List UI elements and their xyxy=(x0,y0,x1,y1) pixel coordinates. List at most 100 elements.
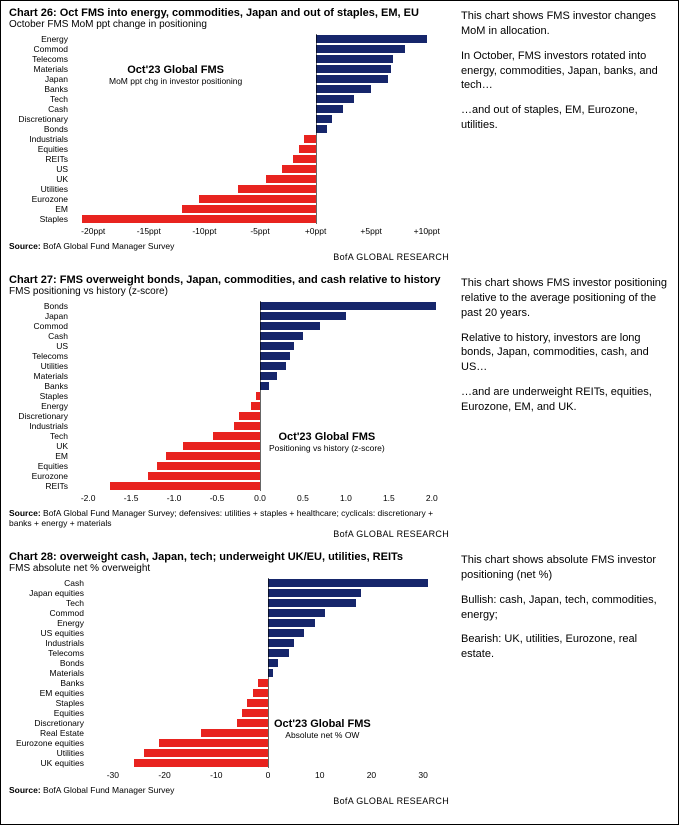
bar xyxy=(268,649,289,657)
x-tick: -5ppt xyxy=(250,226,269,236)
commentary-paragraph: Bearish: UK, utilities, Eurozone, real e… xyxy=(461,632,670,662)
category-label: Utilities xyxy=(9,184,71,194)
x-tick: -30 xyxy=(107,770,119,780)
bar xyxy=(166,452,261,460)
category-label: Tech xyxy=(9,431,71,441)
category-label: Banks xyxy=(9,678,87,688)
category-label: Materials xyxy=(9,668,87,678)
x-tick: -2.0 xyxy=(81,493,96,503)
x-tick: 2.0 xyxy=(426,493,438,503)
bar-track xyxy=(71,34,449,44)
commentary-paragraph: In October, FMS investors rotated into e… xyxy=(461,49,670,94)
category-label: Utilities xyxy=(9,361,71,371)
bar-row: EM equities xyxy=(9,688,449,698)
category-label: UK xyxy=(9,174,71,184)
bar xyxy=(316,65,392,73)
category-label: Tech xyxy=(9,598,87,608)
category-label: Banks xyxy=(9,84,71,94)
category-label: Eurozone equities xyxy=(9,738,87,748)
bar xyxy=(316,55,394,63)
bar xyxy=(260,312,346,320)
bar-row: Eurozone xyxy=(9,194,449,204)
x-axis: -20ppt-15ppt-10ppt-5ppt+0ppt+5ppt+10ppt xyxy=(71,224,449,238)
c26-block: Chart 26: Oct FMS into energy, commoditi… xyxy=(9,7,670,266)
bar-track xyxy=(71,114,449,124)
bar xyxy=(316,45,405,53)
bar-track xyxy=(71,154,449,164)
bar xyxy=(258,679,268,687)
bar-row: EM xyxy=(9,204,449,214)
category-label: Equities xyxy=(9,708,87,718)
bar-row: Telecoms xyxy=(9,648,449,658)
plot-area: EnergyCommodTelecomsMaterialsJapanBanksT… xyxy=(9,34,449,238)
bar xyxy=(268,589,361,597)
category-label: Materials xyxy=(9,64,71,74)
x-tick: 20 xyxy=(367,770,376,780)
bar xyxy=(260,382,269,390)
category-label: Equities xyxy=(9,144,71,154)
bar xyxy=(260,302,436,310)
bar xyxy=(239,412,260,420)
bar xyxy=(266,175,316,183)
bar-row: Materials xyxy=(9,668,449,678)
bar-track xyxy=(71,54,449,64)
bar xyxy=(148,472,260,480)
x-tick: 1.0 xyxy=(340,493,352,503)
bar-row: Banks xyxy=(9,678,449,688)
research-tag: BofA GLOBAL RESEARCH xyxy=(9,529,449,539)
bar-row: Industrials xyxy=(9,421,449,431)
source-text: BofA Global Fund Manager Survey xyxy=(43,241,174,251)
category-label: EM equities xyxy=(9,688,87,698)
bar-row: REITs xyxy=(9,154,449,164)
bar-row: Commod xyxy=(9,44,449,54)
bar-track xyxy=(71,74,449,84)
bar-row: Telecoms xyxy=(9,54,449,64)
category-label: Energy xyxy=(9,34,71,44)
bar-row: Japan equities xyxy=(9,588,449,598)
commentary-paragraph: This chart shows absolute FMS investor p… xyxy=(461,553,670,583)
bar-track xyxy=(71,64,449,74)
category-label: Commod xyxy=(9,608,87,618)
c27-chart: Chart 27: FMS overweight bonds, Japan, c… xyxy=(9,274,449,543)
bar xyxy=(237,719,268,727)
plot-area: CashJapan equitiesTechCommodEnergyUS equ… xyxy=(9,578,449,782)
category-label: Bonds xyxy=(9,124,71,134)
bar xyxy=(260,372,277,380)
bar xyxy=(213,432,260,440)
category-label: Industrials xyxy=(9,638,87,648)
bar-row: UK xyxy=(9,441,449,451)
chart-subtitle: October FMS MoM ppt change in positionin… xyxy=(9,19,449,30)
bar-track xyxy=(71,104,449,114)
research-tag: BofA GLOBAL RESEARCH xyxy=(9,796,449,806)
category-label: EM xyxy=(9,204,71,214)
bar xyxy=(201,729,268,737)
bar xyxy=(144,749,268,757)
bar xyxy=(110,482,260,490)
category-label: Eurozone xyxy=(9,471,71,481)
bar-row: Discretionary xyxy=(9,114,449,124)
bar xyxy=(268,609,325,617)
source-text: BofA Global Fund Manager Survey; defensi… xyxy=(9,508,433,528)
x-axis: -30-20-100102030 xyxy=(87,768,449,782)
bar-track xyxy=(71,134,449,144)
bar-row: Telecoms xyxy=(9,351,449,361)
bar-row: UK xyxy=(9,174,449,184)
bar-row: Banks xyxy=(9,381,449,391)
category-label: REITs xyxy=(9,481,71,491)
bar-track xyxy=(71,214,449,224)
category-label: Industrials xyxy=(9,134,71,144)
bar xyxy=(293,155,315,163)
x-tick: -1.0 xyxy=(167,493,182,503)
bar xyxy=(159,739,268,747)
category-label: Banks xyxy=(9,381,71,391)
bar xyxy=(316,95,355,103)
category-label: Real Estate xyxy=(9,728,87,738)
chart-title: Chart 28: overweight cash, Japan, tech; … xyxy=(9,551,449,563)
research-tag: BofA GLOBAL RESEARCH xyxy=(9,252,449,262)
bar-row: US xyxy=(9,341,449,351)
commentary-paragraph: Bullish: cash, Japan, tech, commodities,… xyxy=(461,593,670,623)
c27-block: Chart 27: FMS overweight bonds, Japan, c… xyxy=(9,274,670,543)
bar-row: Industrials xyxy=(9,638,449,648)
x-tick: 0 xyxy=(266,770,271,780)
bar-track xyxy=(71,194,449,204)
